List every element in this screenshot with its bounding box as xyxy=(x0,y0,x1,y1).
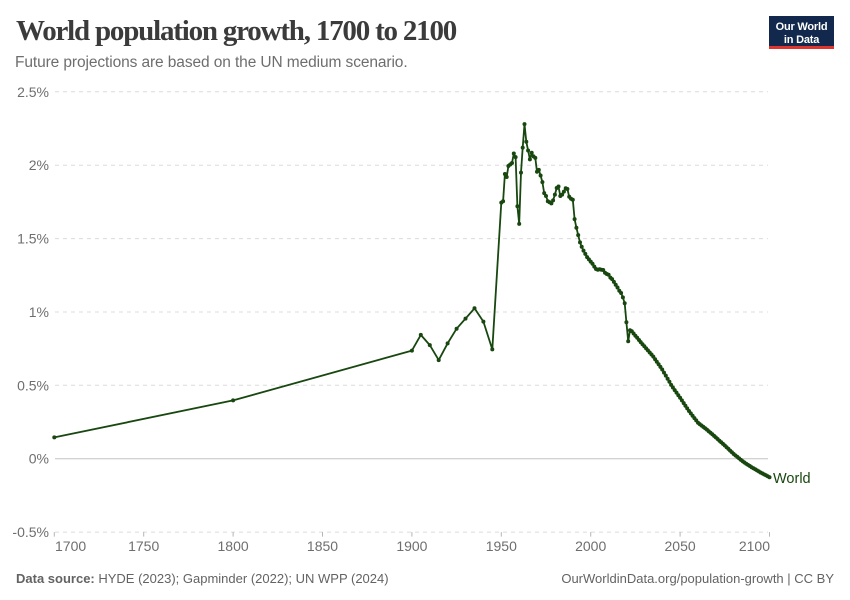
svg-text:World: World xyxy=(773,471,811,487)
svg-text:1%: 1% xyxy=(29,304,49,320)
svg-text:2%: 2% xyxy=(29,157,49,173)
svg-text:1700: 1700 xyxy=(55,538,86,554)
svg-text:1900: 1900 xyxy=(396,538,427,554)
svg-text:2050: 2050 xyxy=(665,538,696,554)
svg-text:1750: 1750 xyxy=(128,538,159,554)
svg-text:2100: 2100 xyxy=(739,538,770,554)
svg-text:1950: 1950 xyxy=(486,538,517,554)
svg-text:0.5%: 0.5% xyxy=(17,377,49,393)
svg-text:1.5%: 1.5% xyxy=(17,231,49,247)
svg-text:1850: 1850 xyxy=(307,538,338,554)
svg-text:-0.5%: -0.5% xyxy=(12,524,49,540)
svg-text:2.5%: 2.5% xyxy=(17,84,49,100)
svg-text:2000: 2000 xyxy=(575,538,606,554)
svg-text:0%: 0% xyxy=(29,451,49,467)
svg-text:1800: 1800 xyxy=(218,538,249,554)
